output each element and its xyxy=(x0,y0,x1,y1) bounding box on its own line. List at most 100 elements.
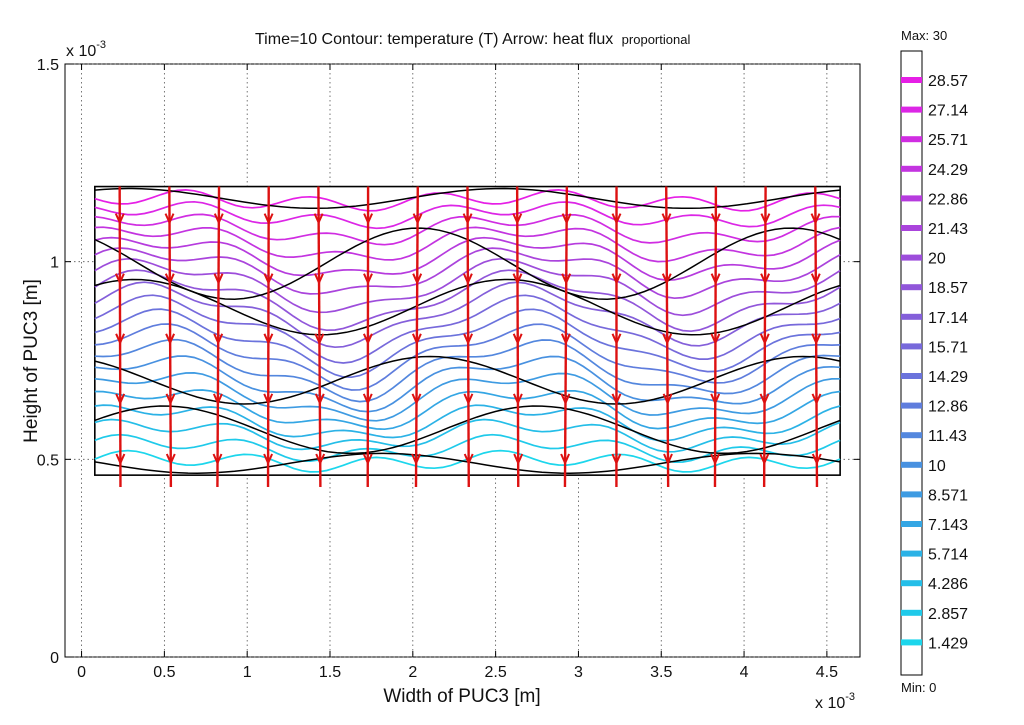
x-tick-label: 3.5 xyxy=(650,664,672,681)
colorbar-frame xyxy=(900,50,923,676)
x-tick-label: 1.5 xyxy=(319,664,341,681)
y-tick-label: 1 xyxy=(50,255,59,272)
y-tick-label: 0.5 xyxy=(37,452,59,469)
x-tick-label: 0.5 xyxy=(153,664,175,681)
heat-flux-arrowhead xyxy=(315,453,326,466)
heat-flux-arrowhead xyxy=(611,333,622,346)
colorbar-swatch xyxy=(901,106,922,113)
x-axis-label: Width of PUC3 [m] xyxy=(383,686,540,707)
heat-flux-arrowhead xyxy=(560,393,571,406)
heat-flux-arrowhead xyxy=(662,393,673,406)
heat-flux-arrowhead xyxy=(759,333,770,346)
heat-flux-arrowhead xyxy=(363,273,373,286)
colorbar-swatch xyxy=(901,225,922,231)
heat-flux-arrow xyxy=(713,186,718,488)
heat-flux-arrows xyxy=(114,186,822,488)
heat-flux-arrowhead xyxy=(115,333,126,346)
colorbar-max-label: Max: 30 xyxy=(901,28,947,43)
heat-flux-arrowhead xyxy=(710,213,721,226)
heat-flux-arrowhead xyxy=(611,213,622,226)
x-tick-label: 2 xyxy=(408,664,417,681)
colorbar-swatch xyxy=(901,521,922,527)
heat-flux-arrowhead xyxy=(611,393,622,406)
chart-title: Time=10 Contour: temperature (T) Arrow: … xyxy=(255,31,690,48)
heat-flux-arrow xyxy=(216,186,221,488)
colorbar-swatch xyxy=(901,343,922,350)
colorbar-level-label: 8.571 xyxy=(928,487,968,504)
colorbar-swatch xyxy=(901,491,922,498)
colorbar-min-label: Min: 0 xyxy=(901,680,936,695)
heat-flux-arrowhead xyxy=(561,213,572,226)
heat-flux-arrowhead xyxy=(463,393,474,406)
heat-flux-arrowhead xyxy=(212,393,223,406)
heat-flux-arrowhead xyxy=(411,393,422,406)
colorbar-level-label: 22.86 xyxy=(928,191,968,208)
colorbar-swatch xyxy=(901,609,922,616)
heat-flux-arrowhead xyxy=(463,333,474,346)
colorbar-level-label: 2.857 xyxy=(928,606,968,623)
heat-flux-arrowhead xyxy=(811,333,822,346)
heat-flux-arrowhead xyxy=(263,273,274,286)
heat-flux-arrowhead xyxy=(560,453,571,466)
heat-flux-arrowhead xyxy=(760,273,771,286)
heat-flux-arrowhead xyxy=(213,333,224,346)
heat-flux-arrowhead xyxy=(710,453,721,466)
colorbar-level-label: 20 xyxy=(928,251,946,268)
heat-flux-arrowhead xyxy=(661,213,672,226)
colorbar-level-label: 21.43 xyxy=(928,221,968,238)
x-tick-label: 1 xyxy=(243,664,252,681)
heat-flux-arrowhead xyxy=(412,213,423,226)
heat-flux-arrowhead xyxy=(512,273,523,286)
heat-flux-arrowhead xyxy=(212,453,223,466)
x-tick-label: 4 xyxy=(740,664,749,681)
x-tick-label: 3 xyxy=(574,664,583,681)
heat-flux-arrowhead xyxy=(412,273,423,286)
colorbar-level-label: 10 xyxy=(928,458,946,475)
colorbar-swatch xyxy=(901,284,922,291)
heat-flux-arrowhead xyxy=(710,273,721,286)
heat-flux-arrowhead xyxy=(213,273,224,286)
colorbar-level-label: 11.43 xyxy=(928,428,967,445)
colorbar-level-label: 17.14 xyxy=(928,310,968,327)
colorbar-level-label: 24.29 xyxy=(928,162,968,179)
heat-flux-arrowhead xyxy=(512,333,523,346)
heat-flux-arrowhead xyxy=(115,393,126,406)
heat-flux-arrowhead xyxy=(165,333,176,346)
heat-flux-arrow xyxy=(168,186,173,488)
heat-flux-arrowhead xyxy=(811,453,822,466)
heat-flux-arrowhead xyxy=(213,213,224,226)
colorbar-level-label: 18.57 xyxy=(928,280,968,297)
colorbar-swatch xyxy=(901,373,922,379)
colorbar-swatch xyxy=(901,77,922,83)
heat-flux-arrow xyxy=(266,186,270,488)
heat-flux-arrowhead xyxy=(362,453,373,466)
heat-flux-arrowhead xyxy=(313,213,324,226)
colorbar-swatch xyxy=(901,402,922,409)
x-tick-label: 0 xyxy=(77,664,86,681)
heat-flux-arrowhead xyxy=(114,273,125,286)
heat-flux-arrow xyxy=(466,186,470,488)
heat-flux-arrowhead xyxy=(561,273,572,286)
colorbar: Max: 30 28.57 27.14 25.71 24.29 22.86 21.43 20… xyxy=(900,28,968,695)
axis-ticks: 0 0.5 1 1.5 2 2.5 3 3.5 4 4.5 0 0.5 1 1.5 xyxy=(37,57,860,681)
heat-flux-arrowhead xyxy=(611,453,622,466)
colorbar-level-label: 1.429 xyxy=(928,635,968,652)
colorbar-level-label: 28.57 xyxy=(928,73,968,90)
colorbar-swatch xyxy=(901,639,922,646)
heat-flux-arrowhead xyxy=(710,333,721,346)
colorbar-level-label: 25.71 xyxy=(928,132,968,149)
heat-flux-arrowhead xyxy=(411,453,422,466)
y-axis-exponent: x 10-3 xyxy=(66,39,106,60)
heat-flux-arrow xyxy=(515,186,520,488)
heat-flux-arrowhead xyxy=(362,393,373,406)
heat-flux-arrowhead xyxy=(164,213,175,226)
heat-flux-arrowhead xyxy=(363,213,374,226)
y-tick-label: 1.5 xyxy=(37,57,59,74)
colorbar-level-label: 14.29 xyxy=(928,369,968,386)
x-axis-exponent: x 10-3 xyxy=(815,691,855,712)
heat-flux-arrowhead xyxy=(560,333,571,346)
heat-flux-arrow xyxy=(317,186,322,488)
heat-flux-arrowhead xyxy=(314,273,324,286)
colorbar-swatch xyxy=(901,550,922,557)
